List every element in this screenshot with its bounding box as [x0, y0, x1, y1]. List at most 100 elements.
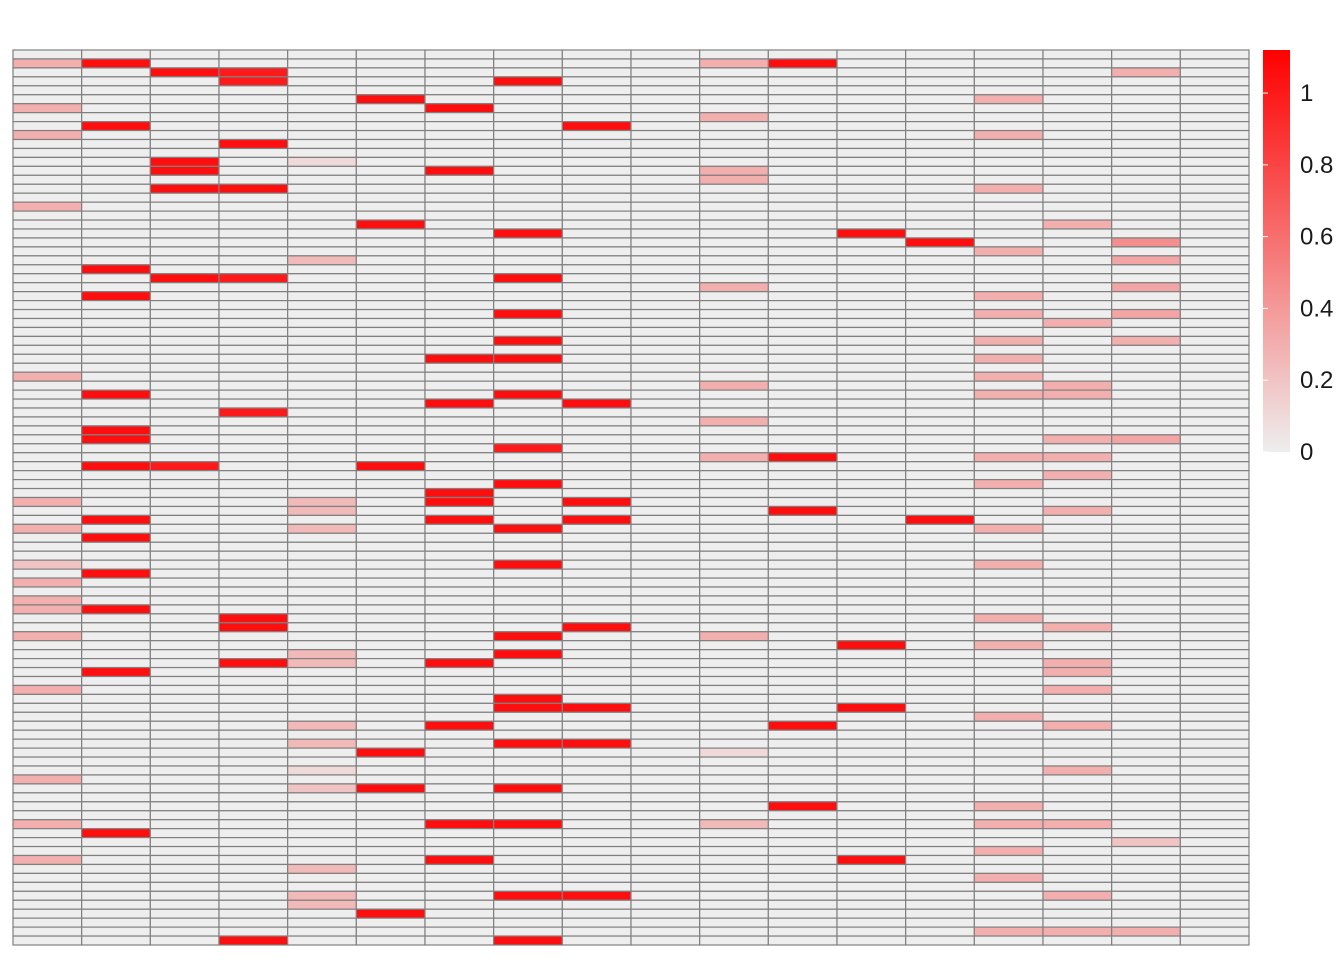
heatmap-cell — [149, 264, 220, 275]
heatmap-cell — [218, 568, 289, 579]
heatmap-cell — [630, 371, 701, 382]
heatmap-cell — [149, 407, 220, 418]
heatmap-cell — [767, 219, 838, 230]
heatmap-cell — [905, 317, 975, 329]
heatmap-cell — [81, 541, 151, 552]
heatmap-cell — [493, 729, 563, 740]
heatmap-cell — [973, 828, 1044, 839]
heatmap-cell — [424, 559, 495, 570]
heatmap-cell — [767, 863, 838, 875]
heatmap-cell — [905, 917, 975, 928]
heatmap-cell — [149, 228, 220, 239]
heatmap-cell — [1042, 496, 1113, 508]
heatmap-cell — [1179, 801, 1250, 812]
heatmap-cell — [1111, 103, 1181, 114]
heatmap-cell — [905, 657, 975, 669]
heatmap-cell — [493, 872, 563, 883]
heatmap-cell — [1042, 550, 1113, 561]
heatmap-cell — [424, 174, 495, 185]
heatmap-cell — [630, 120, 701, 132]
heatmap-cell — [81, 649, 151, 660]
heatmap-cell — [836, 810, 907, 821]
heatmap-cell — [287, 926, 357, 937]
heatmap-cell — [218, 291, 289, 302]
heatmap-cell — [905, 819, 975, 830]
heatmap-cell — [973, 881, 1044, 892]
heatmap-cell — [287, 282, 357, 293]
heatmap-cell — [767, 237, 838, 248]
heatmap-cell — [836, 300, 907, 311]
heatmap-cell — [355, 496, 426, 508]
heatmap-cell — [424, 416, 495, 427]
heatmap-cell — [12, 94, 83, 105]
heatmap-cell — [561, 192, 632, 203]
heatmap-cell — [836, 264, 907, 275]
heatmap-cell — [287, 371, 357, 382]
heatmap-cell — [836, 577, 907, 588]
heatmap-cell — [561, 67, 632, 78]
heatmap-cell — [767, 246, 838, 257]
heatmap-cell — [218, 237, 289, 248]
heatmap-cell — [1111, 720, 1181, 731]
heatmap-cell — [12, 291, 83, 302]
heatmap-cell — [1111, 425, 1181, 436]
heatmap-cell — [81, 845, 151, 857]
heatmap-cell — [424, 747, 495, 758]
heatmap-cell — [836, 479, 907, 490]
heatmap-cell — [905, 881, 975, 892]
heatmap-cell — [767, 407, 838, 418]
heatmap-cell — [973, 845, 1044, 857]
heatmap-cell — [1111, 58, 1181, 69]
heatmap-cell — [905, 219, 975, 230]
heatmap-cell — [973, 810, 1044, 821]
heatmap-cell — [1179, 335, 1250, 346]
heatmap-cell — [424, 801, 495, 812]
heatmap-cell — [81, 926, 151, 937]
heatmap-cell — [905, 282, 975, 293]
heatmap-cell — [493, 881, 563, 892]
heatmap-cell — [561, 675, 632, 687]
heatmap-cell — [1111, 756, 1181, 767]
heatmap-cell — [561, 738, 632, 749]
heatmap-cell — [561, 49, 632, 60]
heatmap-cell — [1111, 344, 1181, 355]
heatmap-cell — [905, 192, 975, 203]
heatmap-cell — [149, 532, 220, 543]
heatmap-cell — [630, 828, 701, 839]
heatmap-cell — [287, 67, 357, 78]
heatmap-cell — [218, 514, 289, 525]
heatmap-cell — [149, 774, 220, 785]
heatmap-cell — [287, 496, 357, 508]
heatmap-cell — [1042, 917, 1113, 928]
heatmap-cell — [630, 720, 701, 731]
heatmap-cell — [1042, 85, 1113, 96]
heatmap-cell — [218, 434, 289, 445]
heatmap-cell — [287, 479, 357, 490]
heatmap-cell — [1042, 192, 1113, 203]
heatmap-cell — [699, 461, 769, 472]
heatmap-cell — [1111, 836, 1181, 848]
heatmap-cell — [630, 836, 701, 848]
heatmap-cell — [1042, 568, 1113, 579]
heatmap-cell — [355, 255, 426, 266]
heatmap-cell — [218, 559, 289, 570]
heatmap-cell — [12, 649, 83, 660]
heatmap-cell — [1042, 783, 1113, 794]
heatmap-cell — [973, 836, 1044, 848]
heatmap-cell — [287, 112, 357, 123]
heatmap-cell — [905, 138, 975, 150]
heatmap-cell — [218, 183, 289, 194]
heatmap-cell — [12, 801, 83, 812]
heatmap-cell — [493, 711, 563, 722]
heatmap-cell — [1042, 434, 1113, 445]
heatmap-cell — [1042, 613, 1113, 624]
heatmap-cell — [12, 353, 83, 364]
heatmap-cell — [630, 568, 701, 579]
heatmap-cell — [1042, 353, 1113, 364]
heatmap-cell — [767, 487, 838, 499]
heatmap-cell — [836, 496, 907, 508]
heatmap-cell — [1111, 541, 1181, 552]
legend-color-bar — [1263, 50, 1290, 452]
heatmap-cell — [699, 702, 769, 713]
heatmap-cell — [218, 935, 289, 946]
